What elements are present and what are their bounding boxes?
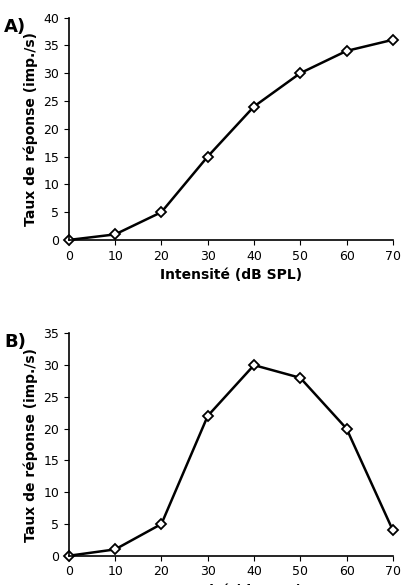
X-axis label: Intensité (dB SPL): Intensité (dB SPL) <box>160 269 302 282</box>
Text: B): B) <box>4 333 26 352</box>
X-axis label: Intensité (dB SPL): Intensité (dB SPL) <box>160 584 302 585</box>
Y-axis label: Taux de réponse (imp./s): Taux de réponse (imp./s) <box>23 347 38 542</box>
Y-axis label: Taux de réponse (imp./s): Taux de réponse (imp./s) <box>23 32 38 226</box>
Text: A): A) <box>4 18 26 36</box>
